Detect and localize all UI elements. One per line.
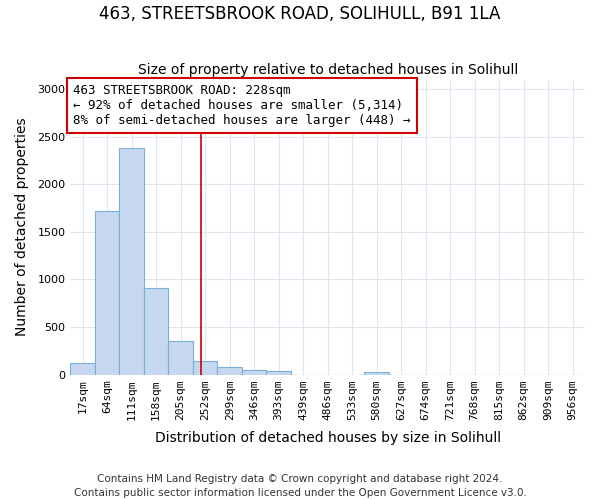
Bar	[364, 372, 389, 374]
Bar	[242, 370, 266, 374]
Y-axis label: Number of detached properties: Number of detached properties	[15, 118, 29, 336]
Bar	[70, 362, 95, 374]
Bar	[266, 370, 291, 374]
Title: Size of property relative to detached houses in Solihull: Size of property relative to detached ho…	[137, 63, 518, 77]
Text: 463 STREETSBROOK ROAD: 228sqm
← 92% of detached houses are smaller (5,314)
8% of: 463 STREETSBROOK ROAD: 228sqm ← 92% of d…	[73, 84, 410, 127]
Bar	[193, 361, 217, 374]
Bar	[169, 340, 193, 374]
Bar	[95, 211, 119, 374]
Bar	[119, 148, 144, 374]
Text: Contains HM Land Registry data © Crown copyright and database right 2024.
Contai: Contains HM Land Registry data © Crown c…	[74, 474, 526, 498]
Bar	[144, 288, 169, 374]
Text: 463, STREETSBROOK ROAD, SOLIHULL, B91 1LA: 463, STREETSBROOK ROAD, SOLIHULL, B91 1L…	[100, 5, 500, 23]
Bar	[217, 367, 242, 374]
X-axis label: Distribution of detached houses by size in Solihull: Distribution of detached houses by size …	[155, 431, 501, 445]
